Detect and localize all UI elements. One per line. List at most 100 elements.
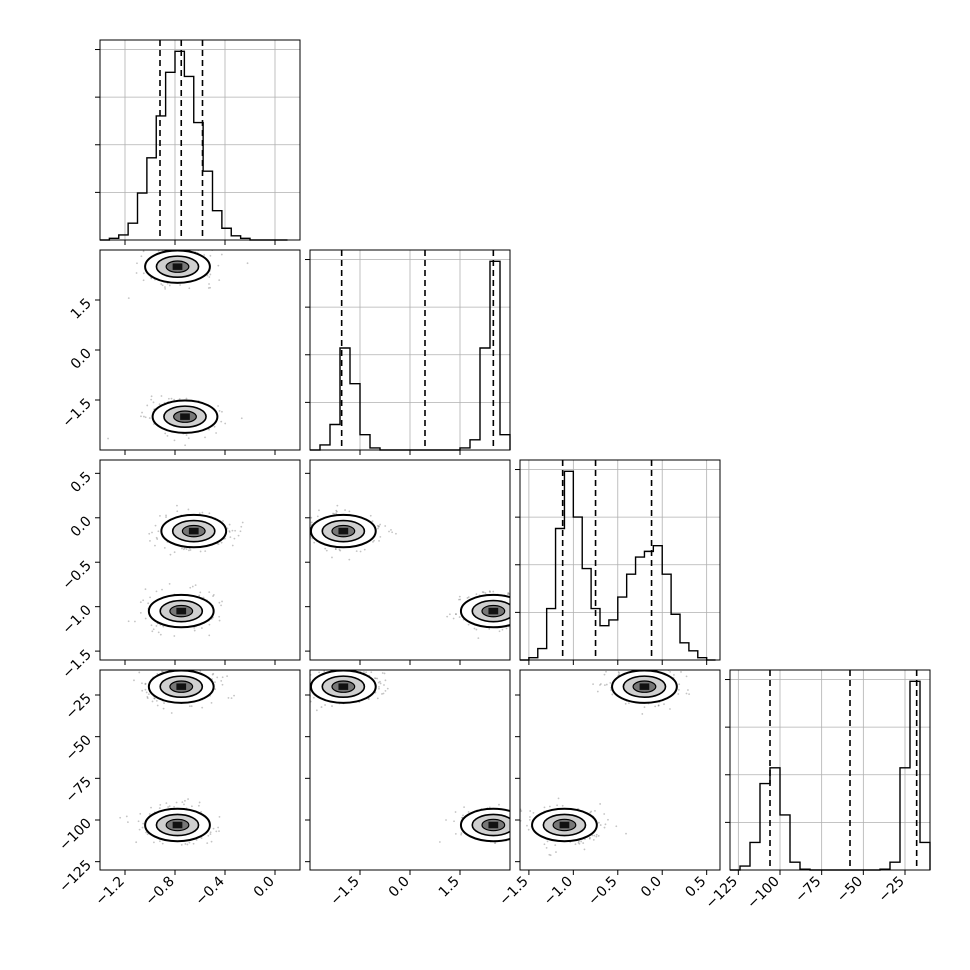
panel-frame [519,669,721,871]
scatter-point [168,582,171,585]
scatter-point [657,704,660,707]
scatter-point [184,444,187,447]
x-tick-label: −1.5 [327,874,362,909]
density-peak [172,821,183,829]
scatter-point [228,531,231,533]
scatter-point [198,512,201,515]
scatter-point [526,824,528,827]
scatter-point [454,833,457,835]
scatter-point [511,613,513,615]
histogram-panel-2,2 [305,249,511,455]
scatter-point [221,600,223,603]
scatter-point [157,631,160,634]
scatter-point [157,530,160,533]
scatter-point [201,706,204,709]
scatter-point [685,675,688,678]
scatter-point [512,828,514,830]
scatter-point [139,601,142,604]
scatter-point [501,628,504,631]
scatter-point [512,818,514,820]
scatter-point [194,584,197,587]
scatter-point [467,596,470,599]
scatter-point [517,823,519,825]
scatter-point [138,828,141,831]
scatter-point [192,842,195,845]
scatter-point [376,677,379,680]
scatter-point [333,513,336,515]
scatter-point [454,811,457,813]
scatter-point [513,593,515,595]
scatter-point [150,398,153,401]
scatter-point [218,816,221,818]
scatter-point [460,833,463,836]
density-peak [180,413,190,420]
scatter-point [525,596,527,598]
scatter-point [511,821,513,823]
scatter-point [224,537,227,540]
scatter-point [513,625,515,627]
scatter-point [148,417,151,419]
scatter-point [193,629,196,632]
scatter-point [545,846,548,849]
scatter-point [218,601,221,604]
scatter-point [107,437,109,440]
scatter-point [208,634,211,637]
scatter-point [529,810,532,812]
scatter-point [215,830,218,833]
scatter-point [348,558,351,561]
scatter-point [518,627,520,629]
scatter-point [603,826,606,829]
scatter-point [202,596,205,599]
scatter-point [599,824,602,826]
scatter-point [348,510,351,513]
scatter-point [165,516,167,519]
scatter-point [363,671,365,673]
scatter-point [507,592,510,594]
scatter-point [145,831,148,834]
scatter-point [215,432,217,434]
scatter-panel-2,1: −1.5 0.0 1.5 [59,246,301,455]
x-tick-label: 0.0 [638,874,665,901]
scatter-point [163,702,165,704]
scatter-point [516,620,518,622]
scatter-point [365,671,368,674]
scatter-point [370,671,373,674]
scatter-point [178,398,181,400]
scatter-point [334,547,337,550]
scatter-point [173,805,175,808]
scatter-point [514,622,516,624]
scatter-point [336,504,339,507]
scatter-point [164,286,166,288]
scatter-point [463,806,465,809]
scatter-point [142,822,145,825]
scatter-point [520,810,523,812]
x-tick-label: −50 [834,874,866,906]
scatter-point [233,537,236,540]
scatter-point [208,246,210,248]
scatter-point [517,815,519,817]
scatter-point [524,815,526,817]
scatter-point [446,615,449,618]
scatter-point [527,809,529,811]
scatter-point [150,624,153,627]
scatter-point [163,546,166,549]
scatter-point [241,521,244,524]
scatter-point [554,844,557,847]
scatter-point [395,532,397,535]
scatter-point [218,619,221,622]
scatter-point [184,666,186,668]
scatter-point [526,822,528,824]
scatter-point [138,671,141,674]
scatter-point [127,297,130,300]
scatter-point [388,530,390,533]
scatter-point [376,524,379,527]
scatter-point [526,603,528,605]
panel-frame [519,459,721,661]
x-tick-label: −75 [792,874,824,906]
scatter-point [522,822,524,824]
scatter-point [521,816,523,818]
scatter-point [208,283,210,285]
scatter-panel-3,1: −1.5 −1.0 −0.5 0.0 0.5 [59,459,301,682]
scatter-point [221,683,224,686]
scatter-point [187,798,189,800]
